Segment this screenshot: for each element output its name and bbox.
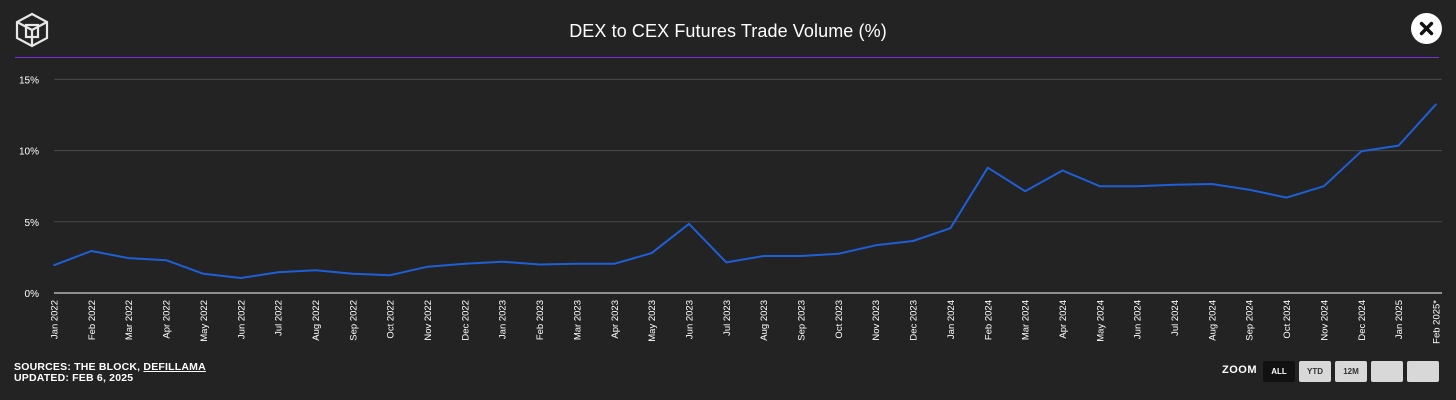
data-point [314, 269, 317, 272]
data-point [912, 240, 914, 242]
y-tick-label: 15% [19, 75, 39, 86]
zoom-label: ZOOM [1222, 363, 1257, 376]
data-point [426, 265, 429, 268]
data-point [1211, 183, 1213, 185]
x-tick-label: Jul 2024 [1170, 300, 1181, 336]
data-point [53, 264, 55, 267]
x-tick-label: Jun 2024 [1133, 300, 1144, 339]
x-tick-label: Apr 2023 [610, 300, 621, 339]
y-tick-label: 0% [25, 289, 40, 300]
data-point [1285, 196, 1288, 199]
x-tick-label: Sep 2023 [797, 300, 808, 341]
data-point [389, 274, 392, 277]
zoom-extra-button-1[interactable] [1371, 361, 1403, 382]
x-tick-label: Aug 2023 [759, 300, 770, 341]
y-tick-label: 10% [19, 147, 39, 158]
data-point [762, 255, 765, 257]
data-point [1248, 188, 1250, 191]
x-tick-label: Dec 2024 [1357, 300, 1368, 341]
zoom-all-button[interactable]: ALL [1263, 361, 1295, 382]
data-point [1323, 185, 1325, 187]
x-tick-label: Apr 2024 [1058, 300, 1069, 339]
data-point [127, 257, 130, 259]
zoom-extra-button-2[interactable] [1407, 361, 1439, 382]
chart-title: DEX to CEX Futures Trade Volume (%) [569, 21, 887, 41]
data-point [1136, 185, 1138, 187]
x-tick-label: Apr 2022 [162, 300, 173, 339]
zoom-controls: ZOOM ALL YTD 12M [1222, 361, 1439, 382]
x-tick-label: Mar 2024 [1021, 300, 1032, 340]
x-tick-label: Feb 2024 [983, 300, 994, 340]
data-point [1061, 169, 1064, 172]
data-point [874, 244, 877, 247]
header-divider [15, 57, 1439, 58]
data-point [987, 166, 989, 169]
data-point [538, 263, 541, 266]
x-tick-label: Jul 2022 [274, 300, 285, 336]
data-point [1024, 190, 1026, 192]
x-tick-label: Mar 2023 [572, 300, 583, 340]
data-point [90, 250, 93, 252]
updated-text: UPDATED: FEB 6, 2025 [14, 372, 134, 384]
data-point [202, 273, 205, 275]
data-point [949, 227, 952, 229]
x-tick-label: Mar 2022 [124, 300, 135, 340]
sources-text: SOURCES: THE BLOCK, [14, 361, 144, 373]
data-point [1360, 150, 1363, 153]
data-point [1435, 103, 1437, 106]
data-point [277, 271, 279, 274]
close-button[interactable] [1411, 13, 1442, 44]
series-line [53, 103, 1437, 279]
x-tick-label: Jan 2025 [1394, 300, 1405, 339]
x-tick-label: Nov 2024 [1319, 300, 1330, 341]
x-tick-label: Dec 2022 [460, 300, 471, 341]
x-tick-label: Aug 2022 [311, 300, 322, 341]
zoom-12m-button[interactable]: 12M [1335, 361, 1367, 382]
x-tick-label: Feb 2022 [87, 300, 98, 340]
x-tick-label: Feb 2023 [535, 300, 546, 340]
x-tick-label: Sep 2022 [348, 300, 359, 341]
x-tick-label: Oct 2024 [1282, 300, 1293, 339]
data-point [613, 263, 616, 265]
data-point [1099, 185, 1101, 187]
zoom-ytd-button[interactable]: YTD [1299, 361, 1331, 382]
x-tick-label: Jan 2023 [498, 300, 509, 339]
data-point [650, 252, 653, 254]
data-point [1397, 144, 1400, 147]
data-point [800, 255, 802, 257]
data-point [725, 261, 728, 264]
y-tick-label: 5% [25, 218, 40, 229]
x-tick-label: Jan 2022 [50, 300, 61, 339]
data-point [240, 277, 242, 279]
x-tick-label: Nov 2023 [871, 300, 882, 341]
data-point [501, 260, 504, 263]
x-tick-label: May 2024 [1095, 300, 1106, 342]
x-tick-label: Sep 2024 [1245, 300, 1256, 341]
x-tick-label: Jan 2024 [946, 300, 957, 339]
defillama-link[interactable]: DEFILLAMA [143, 361, 206, 373]
data-point [165, 259, 167, 262]
x-tick-label: Dec 2023 [909, 300, 920, 341]
data-point [688, 223, 690, 225]
data-point [1173, 184, 1176, 186]
x-tick-label: Feb 2025* [1432, 300, 1443, 344]
close-icon [1419, 21, 1434, 36]
data-point [837, 253, 840, 255]
x-tick-label: Oct 2023 [834, 300, 845, 339]
data-point [464, 263, 466, 265]
data-point [352, 273, 354, 275]
sources-note: SOURCES: THE BLOCK, DEFILLAMA UPDATED: F… [14, 362, 206, 384]
data-point [576, 263, 578, 265]
x-tick-label: May 2022 [199, 300, 210, 342]
x-tick-label: Aug 2024 [1207, 300, 1218, 341]
x-tick-label: Oct 2022 [386, 300, 397, 339]
x-tick-label: Jun 2022 [236, 300, 247, 339]
x-tick-label: May 2023 [647, 300, 658, 342]
x-tick-label: Nov 2022 [423, 300, 434, 341]
the-block-logo-icon [15, 12, 49, 48]
x-tick-label: Jul 2023 [722, 300, 733, 336]
x-tick-label: Jun 2023 [684, 300, 695, 339]
